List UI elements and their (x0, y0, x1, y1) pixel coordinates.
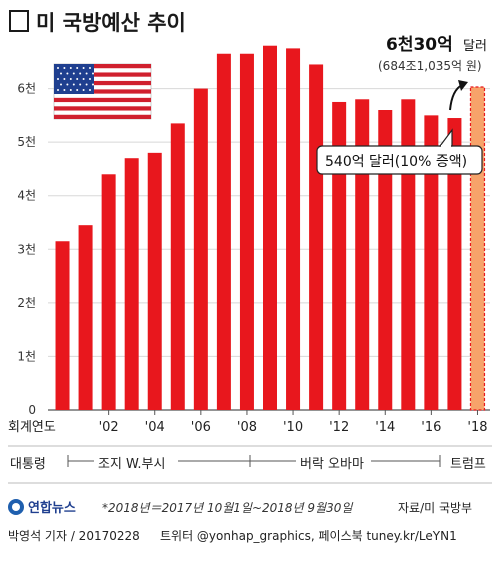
era-trump: 트럼프 (450, 457, 486, 472)
era-obama: 버락 오바마 (249, 455, 441, 472)
projection-value: 6천30억 (386, 35, 453, 55)
bar-2014 (378, 110, 393, 410)
x-tick-label: '08 (237, 420, 257, 435)
x-axis-ticks: 회계연도 '02 '04 '06 '08 '10 '12 '14 '16 '18 (8, 410, 488, 435)
bar-2007 (216, 53, 231, 410)
y-tick-label: 6천 (17, 81, 36, 96)
current-annotation-box (316, 145, 483, 175)
y-axis-ticks: 0 1천 2천 3천 4천 5천 6천 (17, 81, 36, 417)
x-tick-label: '04 (145, 420, 165, 435)
chart-title: 미 국방예산 추이 (36, 11, 186, 35)
bar-2009 (263, 45, 277, 410)
title-box-icon (9, 10, 29, 32)
x-tick-label: '18 (467, 420, 487, 435)
era-bush-label: 조지 W.부시 (98, 457, 165, 472)
us-flag-icon (53, 63, 152, 120)
bar-2015 (401, 99, 416, 411)
bar-2013 (355, 99, 370, 411)
bar-2008 (239, 53, 254, 410)
bar-2001 (78, 225, 93, 410)
x-axis-label: 회계연도 (8, 420, 56, 435)
era-bush: 조지 W.부시 (67, 455, 250, 472)
increase-arrow-icon (449, 80, 468, 111)
y-tick-label: 4천 (17, 188, 36, 203)
yonhap-logo: 연합뉴스 (8, 499, 76, 516)
y-tick-label: 0 (28, 403, 36, 417)
x-tick-label: '14 (375, 420, 395, 435)
bar-2010 (286, 48, 301, 411)
x-tick-label: '02 (99, 420, 119, 435)
projection-krw: (684조1,035억 원) (378, 59, 482, 73)
projection-unit: 달러 (463, 39, 487, 54)
y-tick-label: 2천 (17, 295, 36, 310)
bar-projected-2018 (469, 86, 486, 411)
y-tick-label: 1천 (17, 348, 36, 363)
era-row-label: 대통령 (10, 457, 46, 472)
bar-2003 (124, 158, 139, 410)
y-tick-label: 5천 (17, 134, 36, 149)
author-credit: 박영석 기자 / 20170228 (8, 529, 140, 543)
bar-2017 (447, 118, 462, 411)
x-tick-label: '12 (329, 420, 349, 435)
bar-2012 (332, 101, 347, 410)
current-annotation-text: 540억 달러(10% 증액) (325, 154, 467, 170)
era-trump-label: 트럼프 (450, 457, 486, 472)
era-obama-label: 버락 오바마 (300, 457, 364, 472)
bar-2002 (101, 174, 116, 410)
bar-2000 (55, 241, 70, 410)
y-tick-label: 3천 (17, 241, 36, 256)
annotation-pointer (438, 128, 453, 147)
bar-2006 (193, 88, 208, 411)
footnote: *2018년＝2017년 10월1일~2018년 9월30일 (102, 501, 353, 515)
social-credit: 트위터 @yonhap_graphics, 페이스북 tuney.kr/LeYN… (160, 529, 457, 543)
source-text: 자료/미 국방부 (398, 501, 472, 515)
x-tick-label: '16 (421, 420, 441, 435)
x-tick-label: '06 (191, 420, 211, 435)
logo-text: 연합뉴스 (28, 500, 76, 516)
bar-2005 (170, 123, 185, 411)
x-tick-label: '10 (283, 420, 303, 435)
bar-2016 (424, 115, 439, 410)
bar-2011 (309, 64, 324, 410)
bar-2004 (147, 152, 162, 410)
